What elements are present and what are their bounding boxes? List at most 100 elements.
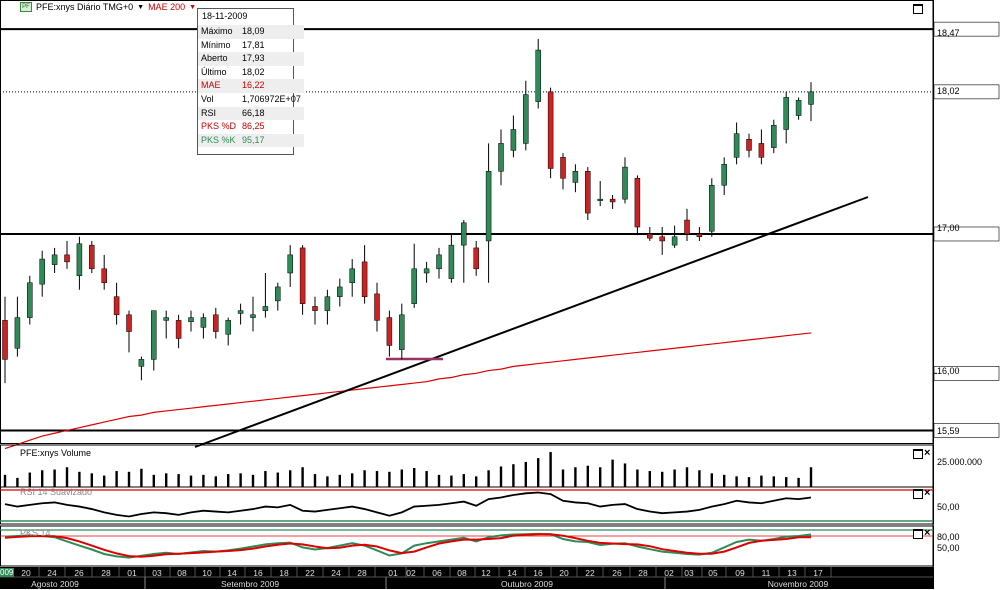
rsi-pane-title: RSI 14 Suavizado <box>20 487 93 497</box>
day-label: 24 <box>331 568 341 578</box>
volume-bar <box>462 474 465 487</box>
volume-bar <box>276 472 279 487</box>
stoch-k-line <box>4 532 812 559</box>
candle-body <box>89 244 95 270</box>
maximize-rsi-pane-icon[interactable] <box>913 489 923 499</box>
volume-bar <box>202 474 205 487</box>
stoch-axis-label-50: 50,00 <box>937 543 960 553</box>
indicator-dropdown-icon[interactable]: ▼ <box>189 3 197 11</box>
candle-body <box>758 143 765 158</box>
infobox-row-value: 66,18 <box>239 106 304 121</box>
volume-bar <box>227 474 230 487</box>
infobox-row-value: 86,25 <box>242 121 265 132</box>
volume-bar <box>3 474 7 487</box>
infobox-row-value: 17,81 <box>242 39 265 50</box>
candle-body <box>671 236 678 246</box>
close-volume-pane-icon[interactable]: × <box>924 447 931 459</box>
volume-bar <box>549 452 552 487</box>
day-label: 06 <box>432 568 442 578</box>
volume-bar <box>450 475 453 487</box>
day-label: 16 <box>533 568 543 578</box>
volume-bar <box>611 459 614 487</box>
price-axis-label: 17,00 <box>937 223 960 233</box>
candle-body <box>138 359 145 367</box>
day-label: 08 <box>177 568 187 578</box>
volume-bar <box>78 471 81 487</box>
infobox-table: Máximo 18,09 Mínimo 17,81 Aberto 17,93 Último 1… <box>198 25 304 148</box>
infobox-row: MAE 16,22 <box>198 79 304 93</box>
symbol-tag-icon[interactable]: PF <box>20 2 32 12</box>
candle-body <box>733 133 740 158</box>
infobox-row-label: MAE <box>198 79 240 93</box>
day-label: 14 <box>227 568 237 578</box>
candle-body <box>386 317 393 346</box>
candle-body <box>647 233 653 239</box>
volume-bar <box>375 471 379 487</box>
volume-bar <box>289 470 292 487</box>
left-edge-label: 009 <box>0 568 14 577</box>
left-edge-marker <box>0 568 14 577</box>
candle-body <box>39 258 45 285</box>
month-label: Agosto 2009 <box>31 579 79 589</box>
candle-body <box>547 91 554 169</box>
symbol-label[interactable]: PFE:xnys Diário TMG+0 <box>36 2 134 12</box>
candle-body <box>485 171 492 242</box>
day-label: 17 <box>813 568 823 578</box>
volume-bar <box>499 466 503 487</box>
day-label: 12 <box>481 568 491 578</box>
candle-body <box>709 184 715 232</box>
stoch-axis-label-80: 80,00 <box>937 532 960 542</box>
indicator-label[interactable]: MAE 200 <box>148 2 186 12</box>
candle-body <box>27 282 33 318</box>
volume-pane-title: PFE:xnys Volume <box>20 448 92 458</box>
candle-body <box>2 320 8 360</box>
candle-body <box>374 293 380 321</box>
infobox-row-value: 16,22 <box>239 79 304 93</box>
candle-body <box>795 99 802 116</box>
candle-body <box>361 261 368 297</box>
volume-bar <box>338 474 341 487</box>
dropdown-arrow-icon[interactable]: ▼ <box>137 3 145 11</box>
maximize-volume-pane-icon[interactable] <box>913 449 923 459</box>
volume-bar <box>698 470 701 487</box>
day-label: 13 <box>787 568 797 578</box>
infobox-row: Aberto 17,93 <box>198 52 304 66</box>
close-stoch-pane-icon[interactable]: × <box>924 527 931 539</box>
maximize-price-pane-icon[interactable] <box>913 4 923 14</box>
candle-body <box>448 244 455 279</box>
day-label: 03 <box>684 568 694 578</box>
volume-bar <box>363 470 366 487</box>
volume-bar <box>574 467 577 487</box>
candle-body <box>14 317 21 349</box>
candle-body <box>721 164 727 186</box>
candle-body <box>560 157 566 179</box>
candle-body <box>510 129 517 151</box>
price-axis-label: 18,47 <box>937 28 960 38</box>
infobox-row-value: 18,02 <box>242 66 265 77</box>
maximize-stoch-pane-icon[interactable] <box>913 529 923 539</box>
data-window: 18-11-2009 Máximo 18,09 Mínimo 17,81 Aberto 1… <box>197 8 304 155</box>
volume-bar <box>760 475 763 487</box>
candle-body <box>535 49 541 102</box>
stoch-d-line <box>4 533 811 558</box>
volume-bar <box>735 476 738 487</box>
volume-bar <box>747 477 751 487</box>
candle-body <box>101 268 107 284</box>
month-label: Novembro 2009 <box>768 579 829 589</box>
candle-body <box>175 320 182 339</box>
rsi-pane-frame <box>0 486 934 525</box>
candle-body <box>399 314 405 350</box>
candle-body <box>250 314 256 318</box>
candle-body <box>213 314 219 332</box>
infobox-row-label: Máximo <box>198 25 240 39</box>
close-rsi-pane-icon[interactable]: × <box>924 487 931 499</box>
infobox-row-label: Vol <box>201 93 214 104</box>
month-label: Outubro 2009 <box>501 579 553 589</box>
candle-body <box>349 268 355 284</box>
volume-bar <box>326 476 329 487</box>
candle-body <box>473 247 479 270</box>
volume-bar <box>152 474 155 487</box>
day-label: 01 <box>388 568 398 578</box>
candle-body <box>188 317 194 323</box>
